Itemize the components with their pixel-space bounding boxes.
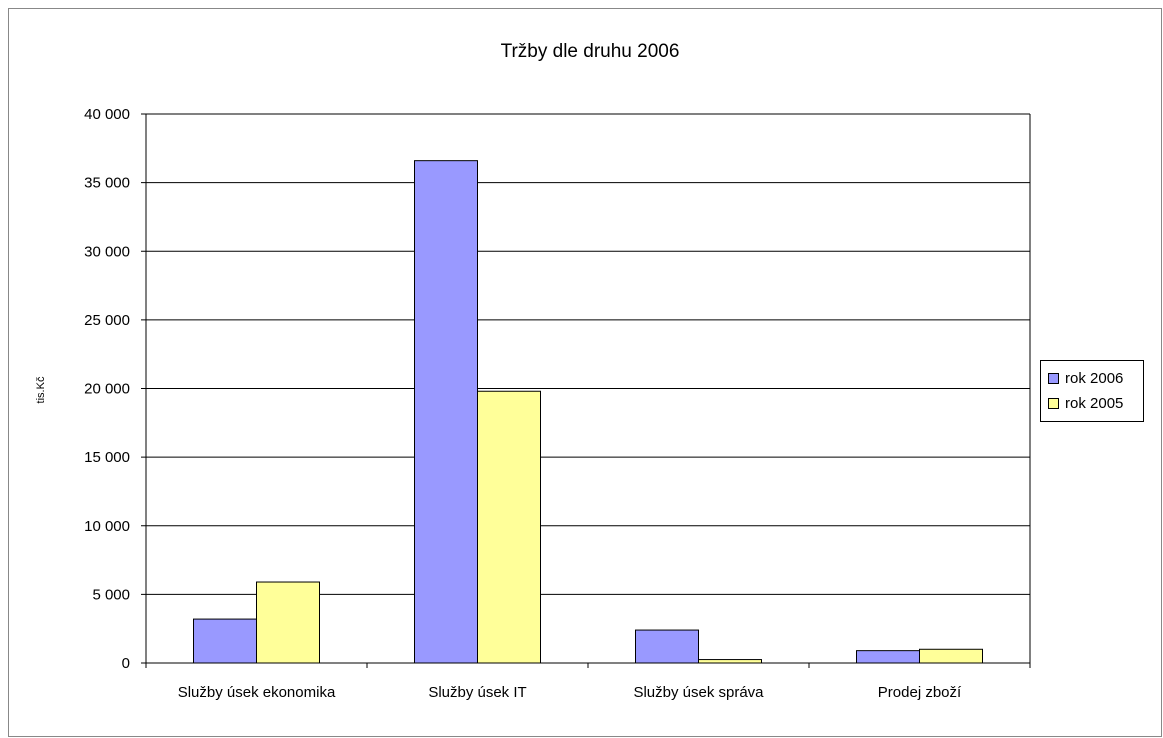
- y-tick-label: 5 000: [92, 586, 130, 603]
- legend-item-2006: rok 2006: [1048, 366, 1143, 391]
- x-tick-label: Služby úsek ekonomika: [178, 684, 336, 701]
- bar-rok-2005-1: [477, 390, 541, 664]
- y-axis-label: tis.Kč: [35, 376, 47, 403]
- y-tick-label: 35 000: [84, 175, 130, 192]
- legend: rok 2006 rok 2005: [1040, 360, 1144, 422]
- y-tick-label: 15 000: [84, 449, 130, 466]
- y-tick-label: 0: [122, 655, 130, 672]
- legend-swatch-2005: [1048, 398, 1059, 409]
- chart-frame: [8, 8, 1162, 737]
- bar-rok-2005-0: [256, 581, 320, 664]
- y-tick-label: 25 000: [84, 312, 130, 329]
- bar-rok-2006-1: [414, 160, 478, 664]
- bar-rok-2006-0: [193, 618, 257, 664]
- legend-label-2005: rok 2005: [1065, 395, 1124, 412]
- legend-label-2006: rok 2006: [1065, 370, 1124, 387]
- bars: [193, 160, 983, 664]
- y-tick-label: 10 000: [84, 518, 130, 535]
- y-tick-label: 20 000: [84, 381, 130, 398]
- x-tick-label: Služby úsek IT: [428, 684, 526, 701]
- bar-rok-2006-2: [635, 629, 699, 664]
- legend-item-2005: rok 2005: [1048, 391, 1143, 416]
- bar-rok-2005-2: [698, 659, 762, 664]
- axes: [145, 113, 1031, 668]
- bar-rok-2005-3: [919, 648, 983, 664]
- legend-swatch-2006: [1048, 373, 1059, 384]
- bar-rok-2006-3: [856, 650, 920, 664]
- x-tick-label: Služby úsek správa: [633, 684, 764, 701]
- x-tick-labels: Služby úsek ekonomika Služby úsek IT Služb…: [178, 684, 962, 701]
- chart-title: Tržby dle druhu 2006: [501, 41, 680, 62]
- gridlines: [141, 113, 1030, 664]
- y-tick-label: 40 000: [84, 106, 130, 123]
- x-tick-label: Prodej zboží: [878, 684, 962, 701]
- y-tick-labels: 0 5 000 10 000 15 000 20 000 25 000 30 000 35 0…: [84, 106, 130, 672]
- y-tick-label: 30 000: [84, 243, 130, 260]
